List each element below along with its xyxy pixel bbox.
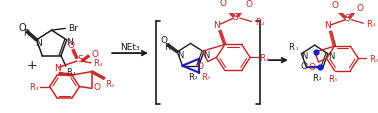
Text: R: R: [105, 80, 112, 89]
Text: O: O: [196, 62, 203, 71]
Text: ²: ²: [319, 78, 321, 83]
Text: N: N: [204, 51, 210, 60]
Text: ³: ³: [266, 58, 268, 63]
Text: ⁴: ⁴: [261, 22, 264, 27]
Text: O: O: [19, 23, 26, 32]
Text: ⁵: ⁵: [112, 84, 115, 89]
Text: ⁵: ⁵: [335, 79, 337, 83]
Text: N: N: [301, 51, 308, 60]
Text: N: N: [214, 21, 220, 29]
Text: O: O: [67, 40, 74, 49]
Text: N: N: [328, 51, 334, 60]
Text: R: R: [312, 73, 318, 82]
Text: R: R: [164, 43, 170, 52]
Text: +: +: [26, 59, 37, 71]
Text: R: R: [366, 20, 372, 28]
Text: R: R: [23, 29, 28, 38]
Text: R: R: [255, 18, 260, 27]
Text: O: O: [308, 62, 315, 71]
Text: ¹: ¹: [171, 47, 174, 52]
Text: O: O: [161, 35, 168, 44]
Text: S: S: [233, 13, 239, 22]
Text: ⁵: ⁵: [208, 77, 210, 82]
Text: R: R: [259, 53, 265, 62]
Text: R: R: [93, 59, 99, 68]
Text: R: R: [369, 54, 375, 63]
Text: O: O: [331, 1, 338, 10]
Text: O: O: [245, 0, 252, 9]
Text: ⁴: ⁴: [99, 63, 102, 68]
Text: N: N: [177, 51, 184, 60]
Text: N: N: [35, 39, 42, 48]
Text: R: R: [188, 72, 194, 81]
Text: ¹: ¹: [295, 47, 298, 52]
Text: R: R: [201, 72, 207, 81]
Text: ³: ³: [376, 59, 378, 64]
Text: O: O: [91, 50, 98, 59]
Text: O: O: [219, 0, 226, 8]
Text: N: N: [54, 63, 60, 72]
Text: NEt₃: NEt₃: [120, 42, 140, 51]
Text: ³: ³: [36, 87, 38, 92]
Text: ¹: ¹: [29, 34, 32, 39]
Text: R: R: [66, 67, 72, 76]
Text: R: R: [29, 82, 35, 91]
Text: O: O: [93, 82, 100, 91]
Text: N: N: [324, 21, 331, 30]
Text: R: R: [288, 43, 294, 52]
Text: S: S: [344, 14, 350, 23]
Text: ²: ²: [195, 77, 197, 82]
Text: R: R: [328, 74, 334, 83]
Text: O: O: [301, 62, 308, 71]
Text: ²: ²: [73, 72, 75, 77]
Text: N: N: [66, 38, 73, 47]
Text: ⁴: ⁴: [373, 24, 375, 29]
Text: S: S: [77, 54, 83, 63]
Text: Br: Br: [68, 24, 78, 33]
Text: O: O: [357, 4, 364, 13]
